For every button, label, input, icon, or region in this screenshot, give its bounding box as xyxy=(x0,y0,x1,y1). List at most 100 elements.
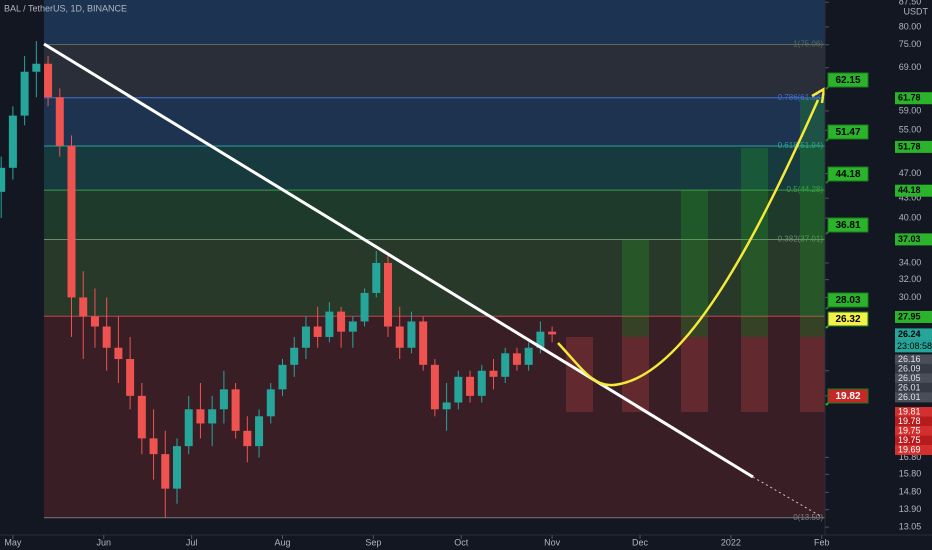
stack-tag xyxy=(895,382,932,393)
target-box xyxy=(827,166,869,182)
candle-body xyxy=(454,376,463,403)
level-label: 0.5(44.28) xyxy=(787,185,824,194)
targets: 62.15 51.47 44.18 36.81 28.03 26.32 19.82 xyxy=(825,72,869,406)
y-tick-label: 80.00 xyxy=(899,21,922,31)
candle xyxy=(395,306,404,360)
candle-body xyxy=(536,331,545,348)
candle xyxy=(477,364,486,403)
candle xyxy=(512,347,521,371)
band xyxy=(44,0,825,45)
target-box xyxy=(827,388,869,404)
red-tag xyxy=(895,435,932,446)
y-tick-label: 30.00 xyxy=(899,292,922,302)
y-tick-label: 69.00 xyxy=(899,62,922,72)
candle xyxy=(301,316,310,360)
price-tag-label: 61.78 xyxy=(898,93,921,103)
candle-body xyxy=(219,389,228,410)
red-tag xyxy=(895,426,932,436)
candle xyxy=(90,288,99,348)
red-tag-label: 19.78 xyxy=(898,416,921,426)
red-tag-label: 19.75 xyxy=(898,435,921,445)
candle-body xyxy=(337,311,346,332)
target-label: 26.32 xyxy=(835,314,860,325)
y-tick-label: 47.00 xyxy=(899,168,922,178)
candle-body xyxy=(184,409,193,447)
candle-body xyxy=(395,326,404,348)
candle-body xyxy=(20,71,29,116)
red-tag xyxy=(895,416,932,427)
target-box xyxy=(827,72,869,88)
candle xyxy=(489,359,498,390)
candle xyxy=(266,383,275,424)
y-tick-label: 34.00 xyxy=(899,257,922,267)
x-tick-label: May xyxy=(4,537,22,547)
currency: USDT xyxy=(904,6,929,16)
level-label: 0.786(61.88) xyxy=(778,93,824,102)
candle xyxy=(126,336,135,410)
candle xyxy=(44,55,53,107)
candle xyxy=(419,316,428,371)
y-tick-label: 59.00 xyxy=(899,105,922,115)
y-tick-label: 55.00 xyxy=(899,125,922,135)
red-tag xyxy=(895,407,932,417)
level-label: 0(13.50) xyxy=(793,513,823,522)
candle xyxy=(161,430,170,518)
candle-body xyxy=(8,115,17,168)
x-tick-label: Dec xyxy=(632,537,649,547)
candle xyxy=(337,306,346,348)
candle xyxy=(454,370,463,410)
arrow-head xyxy=(811,86,826,104)
candle-body xyxy=(407,321,416,348)
candle xyxy=(149,409,158,480)
candle-body xyxy=(67,145,76,298)
stack-tag xyxy=(895,373,932,384)
band xyxy=(44,146,825,191)
candle-body xyxy=(0,167,6,192)
y-tick-label: 75.00 xyxy=(899,39,922,49)
candle-body xyxy=(489,370,498,377)
candle-body xyxy=(313,326,322,337)
candle-body xyxy=(208,409,217,424)
x-tick-label: Jul xyxy=(186,537,198,547)
target-label: 28.03 xyxy=(835,295,860,306)
projection-curve xyxy=(557,99,820,387)
candle-body xyxy=(501,353,510,377)
price-tag xyxy=(895,92,932,105)
candle-body xyxy=(114,347,123,360)
price-tag-label: 27.95 xyxy=(898,311,921,321)
candle-body xyxy=(360,292,369,322)
candle xyxy=(524,342,533,371)
price-tag-label: 44.18 xyxy=(898,185,921,195)
candle-body xyxy=(419,321,428,365)
candle-body xyxy=(290,347,299,365)
candle xyxy=(79,271,88,360)
candle xyxy=(325,302,334,343)
stack-tag xyxy=(895,363,932,374)
candle-body xyxy=(466,376,475,396)
candle xyxy=(290,336,299,377)
target-label: 51.47 xyxy=(835,127,860,138)
y-tick-label: 13.90 xyxy=(899,504,922,514)
price-tag xyxy=(895,184,932,197)
candle xyxy=(231,383,240,439)
price-tag xyxy=(895,233,932,246)
x-tick-label: Feb xyxy=(814,537,830,547)
symbol: BAL / TetherUS, 1D, BINANCE xyxy=(4,3,127,13)
candle xyxy=(360,288,369,327)
target-label: 62.15 xyxy=(835,75,860,86)
target-box xyxy=(827,311,869,327)
candle xyxy=(184,395,193,455)
level-label: 0.382(37.01) xyxy=(778,235,824,244)
candle xyxy=(102,297,111,371)
y-tick-label: 43.00 xyxy=(899,193,922,203)
candle-body xyxy=(55,97,64,146)
stack-tag xyxy=(895,392,932,403)
candle xyxy=(20,55,29,126)
price-tag-label: 51.78 xyxy=(898,141,921,151)
candle-body xyxy=(44,63,53,98)
candle-body xyxy=(126,359,135,396)
trend-extension xyxy=(752,476,823,518)
y-tick-label: 15.80 xyxy=(899,469,922,479)
y-tick-label: 14.80 xyxy=(899,487,922,497)
